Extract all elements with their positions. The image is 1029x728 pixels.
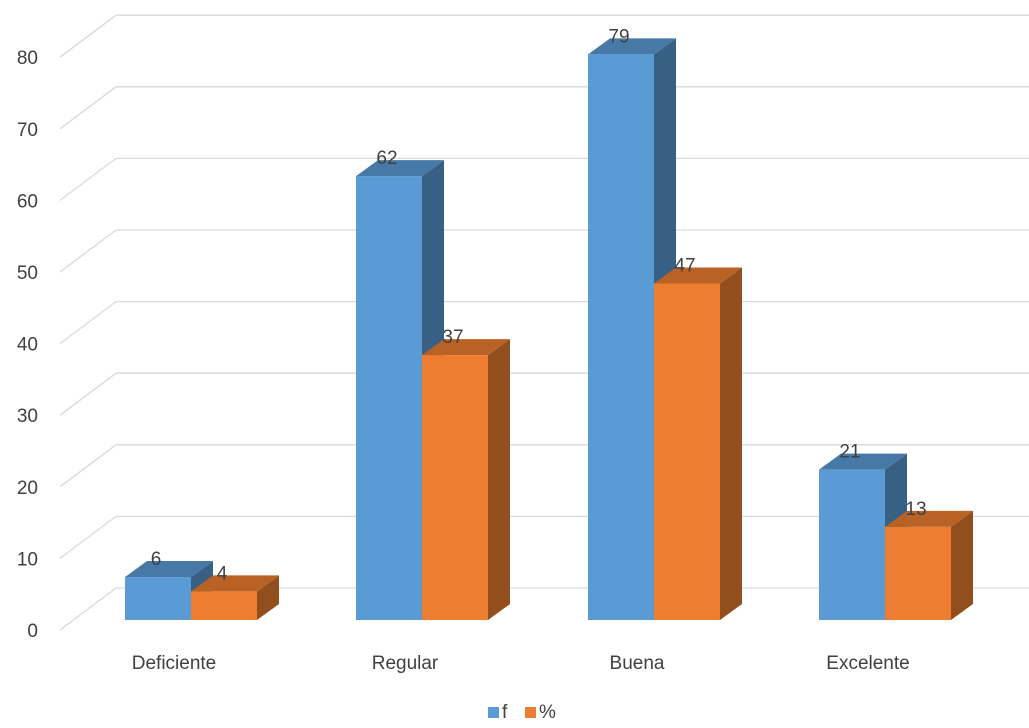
bar-top-face	[422, 339, 510, 356]
data-label-f-Excelente: 21	[839, 442, 860, 463]
category-label-Excelente: Excelente	[826, 653, 909, 674]
x-axis-categories: Deficiente Regular Buena Excelente	[132, 653, 910, 674]
bar-top-face	[654, 267, 742, 284]
y-tick-label: 70	[17, 120, 38, 141]
bar-%-Regular	[422, 339, 510, 620]
bar-top-face	[885, 510, 973, 527]
gridline-70	[59, 86, 1029, 130]
y-tick-label: 40	[17, 335, 38, 356]
bar-front-face	[356, 176, 422, 620]
gridline-30	[59, 372, 1029, 416]
category-label-Regular: Regular	[372, 653, 439, 674]
gridline-40	[59, 300, 1029, 345]
bar-top-face	[819, 453, 907, 470]
bar-front-face	[191, 591, 257, 620]
bar-front-face	[588, 54, 654, 621]
legend-label-f: f	[502, 702, 508, 723]
gridline-50	[59, 229, 1029, 273]
y-tick-label: 80	[17, 48, 38, 69]
bar-side-face	[720, 267, 742, 620]
bar-side-face	[257, 575, 279, 620]
bar-%-Excelente	[885, 510, 973, 620]
bar-front-face	[819, 469, 885, 620]
bar-top-face	[356, 160, 444, 177]
bar-top-face	[191, 575, 279, 592]
data-label-%-Regular: 37	[442, 327, 463, 348]
data-labels: 6 4 62 37 79 47 21 13	[151, 26, 927, 584]
legend-label-%: %	[539, 702, 556, 723]
gridline-80	[59, 14, 1029, 58]
data-label-f-Buena: 79	[608, 26, 629, 47]
y-tick-label: 30	[17, 406, 38, 427]
legend: f%	[488, 702, 556, 723]
legend-swatch-%	[525, 707, 536, 718]
bar-front-face	[125, 577, 191, 620]
bar-f-Excelente	[819, 453, 907, 620]
bar-side-face	[488, 339, 510, 620]
bars	[125, 38, 973, 621]
category-label-Buena: Buena	[610, 653, 665, 674]
gridline-60	[59, 157, 1029, 201]
data-label-f-Regular: 62	[376, 148, 397, 169]
y-tick-label: 10	[17, 549, 38, 570]
data-label-%-Buena: 47	[674, 255, 695, 276]
bar-front-face	[654, 283, 720, 620]
bar-%-Buena	[654, 267, 742, 620]
bar-%-Deficiente	[191, 575, 279, 620]
data-label-%-Deficiente: 4	[217, 563, 228, 584]
legend-swatch-f	[488, 707, 499, 718]
data-label-f-Deficiente: 6	[151, 549, 162, 570]
y-tick-label: 0	[27, 621, 38, 642]
y-axis-ticks: 0 10 20 30 40 50 60 70 80	[17, 48, 38, 642]
data-label-%-Excelente: 13	[905, 499, 926, 520]
bar-top-face	[588, 38, 676, 55]
bar-side-face	[951, 510, 973, 620]
bar-front-face	[885, 526, 951, 620]
gridlines	[59, 14, 1029, 631]
bar-front-face	[422, 355, 488, 620]
category-label-Deficiente: Deficiente	[132, 653, 217, 674]
y-tick-label: 60	[17, 191, 38, 212]
y-tick-label: 50	[17, 263, 38, 284]
bar-top-face	[125, 561, 213, 578]
y-tick-label: 20	[17, 478, 38, 499]
